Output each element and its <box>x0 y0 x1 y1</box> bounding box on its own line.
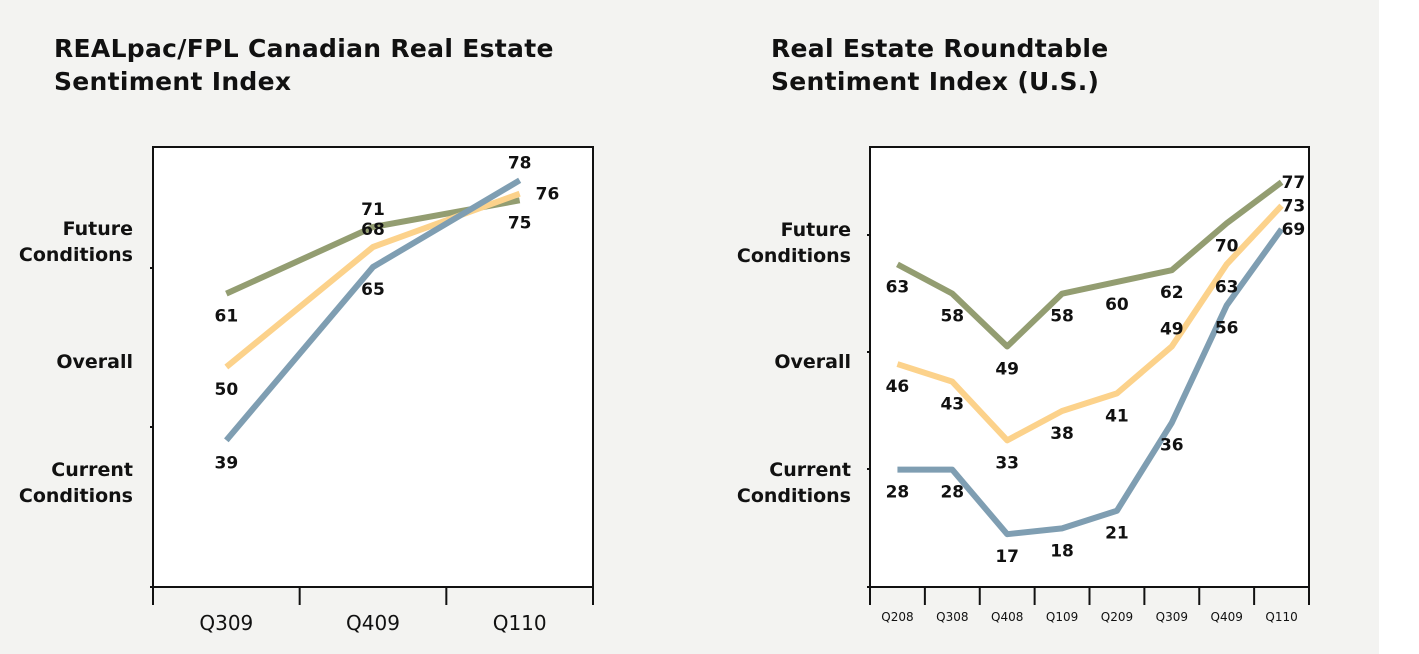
data-label: 73 <box>1282 197 1306 217</box>
x-tick-label: Q309 <box>199 611 253 635</box>
row-label: Future <box>63 218 133 240</box>
data-label: 38 <box>1050 424 1074 444</box>
data-label: 60 <box>1105 295 1129 315</box>
data-label: 58 <box>1050 307 1074 327</box>
row-label: Conditions <box>19 244 133 266</box>
data-label: 61 <box>214 307 238 327</box>
x-tick-label: Q109 <box>1046 610 1078 624</box>
data-label: 69 <box>1282 220 1306 240</box>
data-label: 76 <box>536 185 560 205</box>
chart-title-line: Sentiment Index <box>54 67 292 96</box>
row-label: Current <box>51 459 133 481</box>
x-tick-label: Q408 <box>991 610 1023 624</box>
chart-title-us: Real Estate Roundtable Sentiment Index (… <box>771 32 1109 98</box>
data-label: 78 <box>508 153 532 173</box>
chart-title-canadian: REALpac/FPL Canadian Real Estate Sentime… <box>54 32 554 98</box>
plot-area <box>869 146 1310 588</box>
x-tick-label: Q409 <box>1211 610 1243 624</box>
data-label: 28 <box>940 483 964 503</box>
data-label: 68 <box>361 220 385 240</box>
series-line <box>224 177 522 443</box>
chart-title-line: Sentiment Index (U.S.) <box>771 67 1100 96</box>
data-label: 65 <box>361 280 385 300</box>
row-label: Conditions <box>737 485 851 507</box>
x-tick-label: Q208 <box>881 610 913 624</box>
series-line <box>896 203 1284 444</box>
data-label: 50 <box>214 380 238 400</box>
data-label: 71 <box>361 200 385 220</box>
data-label: 41 <box>1105 406 1129 426</box>
row-label: Conditions <box>19 485 133 507</box>
data-label: 75 <box>508 213 532 233</box>
data-label: 18 <box>1050 541 1074 561</box>
data-label: 63 <box>886 277 910 297</box>
data-label: 56 <box>1215 318 1239 338</box>
x-tick-label: Q110 <box>493 611 547 635</box>
x-tick-label: Q110 <box>1265 610 1297 624</box>
x-tick-label: Q409 <box>346 611 400 635</box>
data-label: 21 <box>1105 524 1129 544</box>
data-label: 36 <box>1160 436 1184 456</box>
data-label: 33 <box>995 453 1019 473</box>
x-tick-label: Q308 <box>936 610 968 624</box>
data-label: 28 <box>886 483 910 503</box>
row-label: Overall <box>774 351 851 373</box>
data-label: 49 <box>995 359 1019 379</box>
data-label: 43 <box>940 395 964 415</box>
data-label: 70 <box>1215 236 1239 256</box>
data-label: 46 <box>886 377 910 397</box>
series-line <box>897 227 1284 538</box>
data-label: 49 <box>1160 319 1184 339</box>
row-label: Current <box>769 459 851 481</box>
data-label: 39 <box>214 453 238 473</box>
row-label: Conditions <box>737 245 851 267</box>
data-label: 58 <box>940 307 964 327</box>
series-line <box>896 179 1284 350</box>
row-label: Overall <box>56 351 133 373</box>
x-tick-label: Q209 <box>1101 610 1133 624</box>
x-tick-label: Q309 <box>1156 610 1188 624</box>
chart-title-line: Real Estate Roundtable <box>771 34 1109 63</box>
data-label: 63 <box>1215 277 1239 297</box>
data-label: 62 <box>1160 283 1184 303</box>
data-label: 17 <box>995 547 1019 567</box>
row-label: Future <box>781 219 851 241</box>
data-label: 77 <box>1282 173 1306 193</box>
chart-title-line: REALpac/FPL Canadian Real Estate <box>54 34 554 63</box>
